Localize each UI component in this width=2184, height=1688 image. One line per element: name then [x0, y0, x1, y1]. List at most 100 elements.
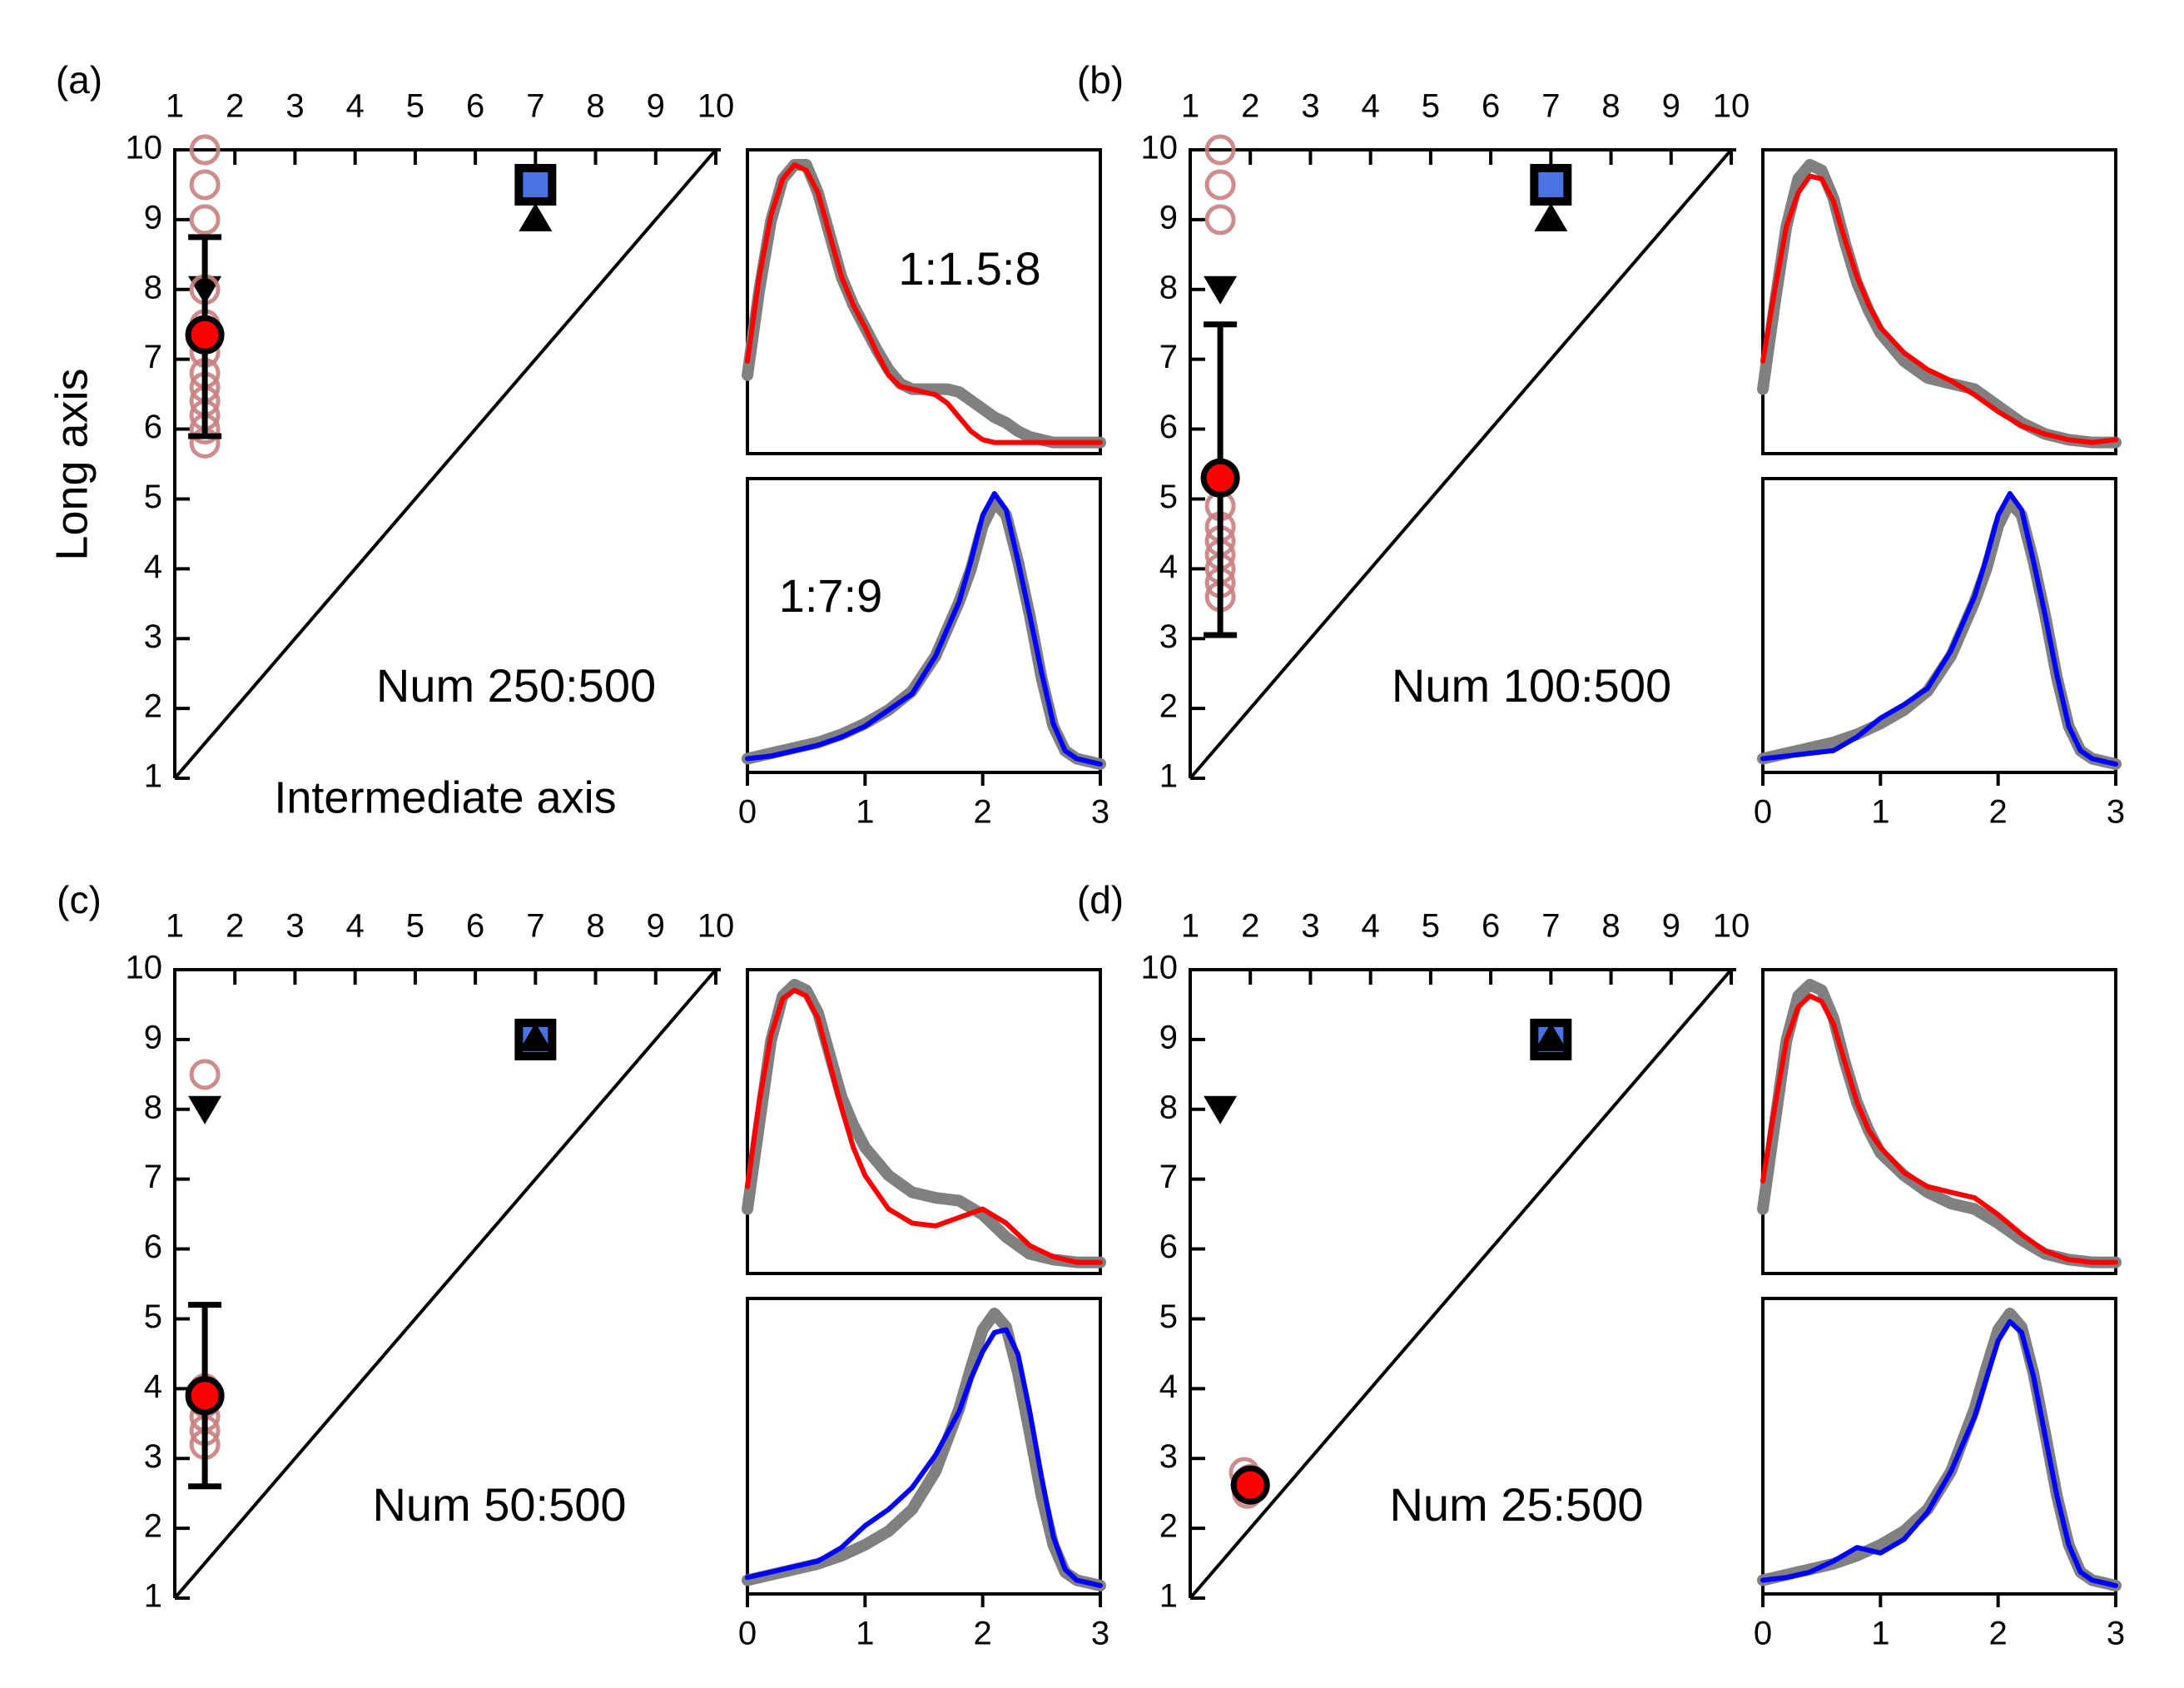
x-tick-label: 9	[1662, 88, 1680, 125]
y-tick-label: 8	[144, 1089, 162, 1125]
reference-line-y-equals-x	[1189, 968, 1733, 1600]
x-tick-label: 3	[285, 908, 304, 945]
y-tick-label: 2	[144, 688, 162, 725]
y-tick-label: 2	[144, 1508, 162, 1545]
sample-point	[1204, 169, 1236, 201]
y-tick-label: 3	[1159, 1438, 1178, 1475]
x-tick-label: 0	[738, 794, 757, 831]
y-tick-label: 6	[144, 1229, 162, 1265]
simulated-curve	[1760, 993, 2118, 1265]
sample-count-label: Num 25:500	[1389, 1478, 1643, 1531]
reference-curve	[1757, 979, 2122, 1268]
marker-triangle-down	[1204, 1095, 1238, 1125]
y-tick-label: 1	[144, 758, 162, 795]
x-tick-label: 9	[647, 88, 665, 125]
simulated-curve	[1760, 1318, 2118, 1588]
x-tick-label: 6	[1482, 908, 1500, 945]
distribution-frame	[746, 477, 1102, 774]
x-tick-label: 8	[586, 88, 604, 125]
distribution-frame	[1761, 477, 2117, 774]
simulated-curve	[745, 987, 1103, 1265]
y-tick-label: 1	[1159, 758, 1178, 795]
marker-triangle-up	[519, 202, 553, 231]
sample-point	[189, 204, 221, 236]
x-tick-label: 2	[1989, 1616, 2008, 1652]
x-tick-label: 1	[1181, 908, 1199, 945]
y-tick-label: 6	[1159, 1229, 1178, 1265]
y-tick-label: 10	[126, 130, 163, 166]
mean-point	[1230, 1465, 1270, 1505]
x-tick-label: 3	[1091, 794, 1109, 831]
x-tick-label: 3	[1091, 1616, 1109, 1652]
x-tick-label: 7	[1541, 88, 1560, 125]
sample-point	[1204, 134, 1236, 166]
x-tick-label: 6	[466, 908, 484, 945]
reference-line-y-equals-x	[173, 968, 717, 1600]
reference-curve	[742, 159, 1106, 449]
panel-label: (a)	[56, 58, 102, 102]
x-tick-label: 1	[1871, 1616, 1889, 1652]
x-tick-label: 0	[1754, 1616, 1772, 1652]
sample-point	[189, 169, 221, 201]
panel-label: (b)	[1077, 58, 1124, 102]
x-tick-label: 1	[856, 1616, 874, 1652]
ratio-label: 1:7:9	[779, 569, 883, 622]
x-tick-label: 1	[856, 794, 874, 831]
x-axis-label: Intermediate axis	[274, 772, 616, 822]
reference-curve	[1757, 159, 2122, 449]
y-tick-label: 10	[1141, 950, 1179, 986]
ratio-label: 1:1.5:8	[898, 242, 1040, 295]
y-tick-label: 10	[1141, 130, 1179, 166]
sample-point	[1204, 204, 1236, 236]
x-tick-label: 5	[406, 88, 424, 125]
mean-point	[185, 315, 225, 355]
y-tick-label: 7	[144, 339, 162, 375]
x-tick-label: 7	[1541, 908, 1560, 945]
y-tick-label: 3	[144, 1438, 162, 1475]
x-tick-label: 1	[1871, 794, 1889, 831]
y-tick-label: 7	[1159, 1159, 1178, 1195]
y-tick-label: 3	[1159, 618, 1178, 655]
reference-curve	[742, 979, 1106, 1268]
x-tick-label: 5	[1422, 88, 1440, 125]
marker-triangle-up	[1534, 1022, 1568, 1051]
x-tick-label: 6	[1482, 88, 1500, 125]
marker-triangle-up	[1534, 202, 1568, 231]
x-tick-label: 3	[285, 88, 304, 125]
x-tick-label: 5	[1422, 908, 1440, 945]
y-tick-label: 1	[144, 1578, 162, 1615]
sample-point	[189, 134, 221, 166]
x-tick-label: 4	[1362, 908, 1380, 945]
x-tick-label: 8	[1601, 908, 1620, 945]
distribution-frame	[1761, 1297, 2117, 1596]
sample-count-label: Num 50:500	[372, 1478, 626, 1531]
x-tick-label: 9	[647, 908, 665, 945]
y-tick-label: 8	[1159, 269, 1178, 305]
x-tick-label: 3	[2107, 794, 2125, 831]
reference-curve	[742, 1308, 1106, 1591]
y-tick-label: 8	[1159, 1089, 1178, 1125]
x-tick-label: 2	[226, 908, 244, 945]
distribution-frame	[746, 148, 1102, 455]
x-tick-label: 0	[1754, 794, 1772, 831]
x-tick-label: 10	[1713, 88, 1750, 125]
x-tick-label: 3	[1301, 88, 1319, 125]
distribution-frame	[746, 1297, 1102, 1596]
x-tick-label: 2	[974, 794, 992, 831]
x-tick-label: 2	[1989, 794, 2008, 831]
reference-line-y-equals-x	[1189, 148, 1733, 780]
simulated-curve	[745, 491, 1103, 767]
x-tick-label: 3	[2107, 1616, 2125, 1652]
sample-count-label: Num 250:500	[376, 659, 656, 712]
x-tick-label: 5	[406, 908, 424, 945]
x-tick-label: 1	[1181, 88, 1199, 125]
marker-triangle-down	[188, 1095, 222, 1125]
marker-triangle-down	[1204, 276, 1238, 305]
x-tick-label: 2	[1241, 88, 1259, 125]
y-tick-label: 1	[1159, 1578, 1178, 1615]
y-tick-label: 8	[144, 269, 162, 305]
y-tick-label: 10	[126, 950, 163, 986]
reference-curve	[1757, 1308, 2122, 1591]
x-tick-label: 4	[1362, 88, 1380, 125]
sample-point	[189, 1059, 221, 1090]
